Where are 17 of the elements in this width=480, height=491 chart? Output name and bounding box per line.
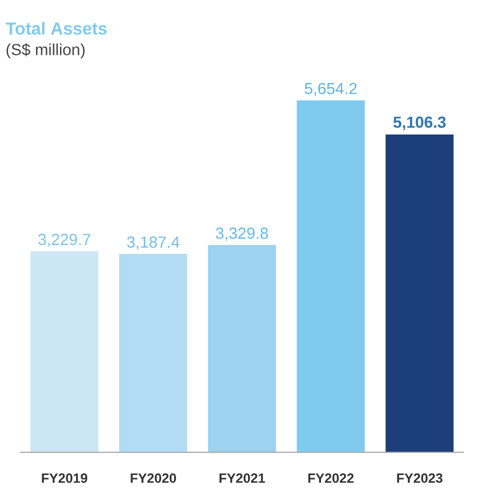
chart-subtitle: (S$ million)	[6, 43, 85, 58]
data-label: 5,654.2	[304, 82, 357, 96]
x-tick-label: FY2022	[308, 473, 354, 483]
bar	[386, 134, 454, 452]
bar	[30, 251, 98, 452]
bar	[208, 245, 276, 452]
bar	[296, 100, 365, 452]
data-label: 5,106.3	[393, 116, 446, 130]
x-tick-label: FY2023	[397, 473, 442, 483]
data-label: 3,229.7	[38, 234, 90, 248]
bar	[119, 254, 188, 452]
x-tick-label: FY2020	[130, 473, 176, 483]
chart-title: Total Assets	[6, 22, 107, 35]
data-label: 3,187.4	[127, 236, 180, 250]
data-label: 3,329.8	[216, 228, 268, 241]
x-tick-label: FY2021	[220, 473, 265, 483]
x-tick-label: FY2019	[42, 473, 88, 483]
